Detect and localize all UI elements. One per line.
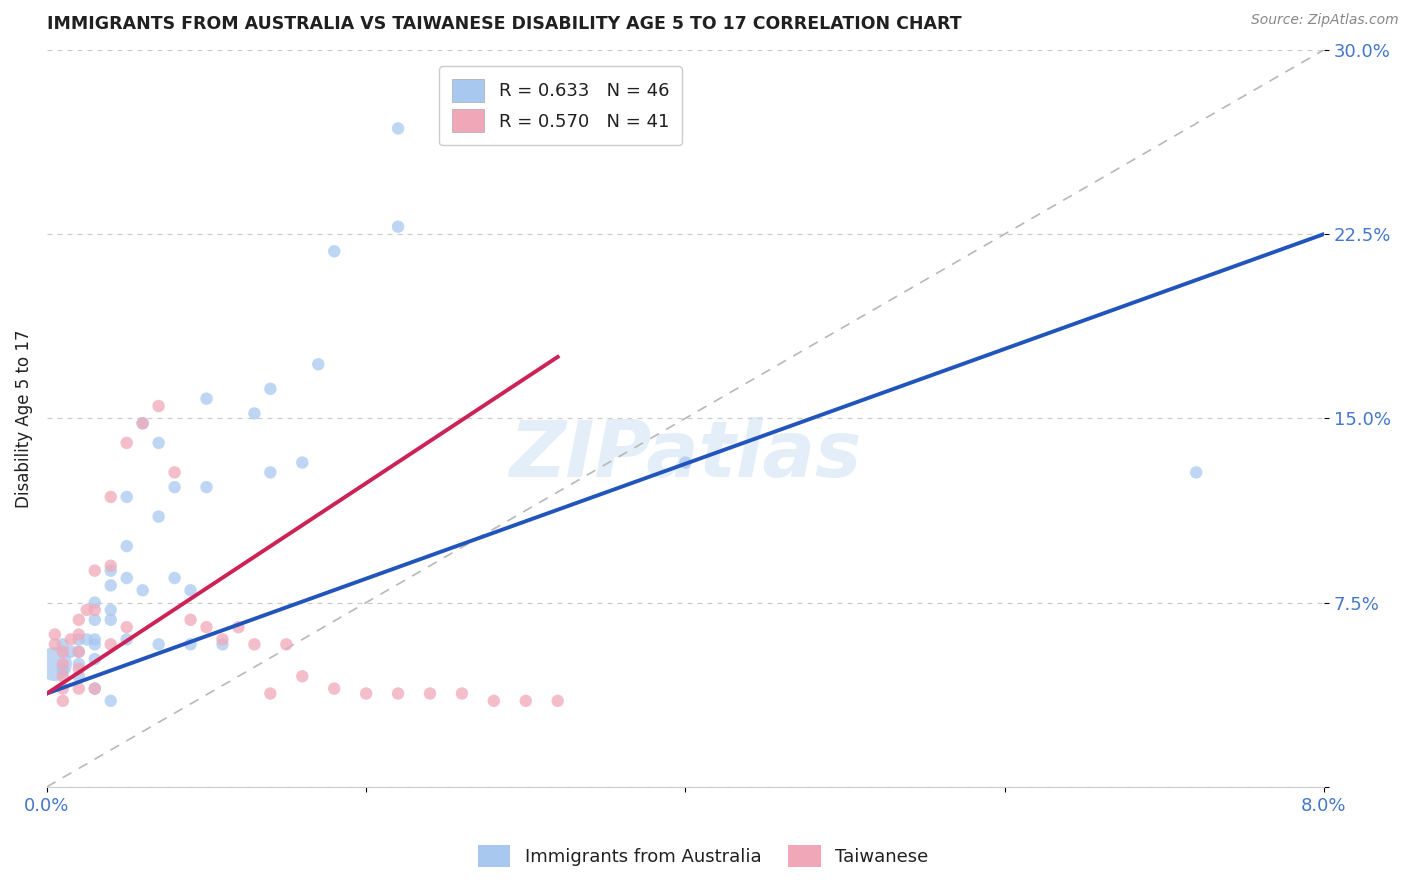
Point xyxy=(131,416,153,430)
Point xyxy=(67,613,90,627)
Point xyxy=(100,694,122,708)
Point xyxy=(67,669,90,683)
Point xyxy=(163,466,186,480)
Point xyxy=(83,652,105,666)
Point xyxy=(163,480,186,494)
Point xyxy=(67,681,90,696)
Point xyxy=(52,662,75,676)
Point xyxy=(67,645,90,659)
Point xyxy=(323,681,346,696)
Point xyxy=(163,571,186,585)
Point xyxy=(195,480,218,494)
Point xyxy=(44,657,66,671)
Point xyxy=(180,637,202,651)
Point xyxy=(115,620,138,634)
Point xyxy=(547,694,569,708)
Point xyxy=(291,669,314,683)
Point xyxy=(148,436,170,450)
Point xyxy=(67,632,90,647)
Point xyxy=(228,620,250,634)
Y-axis label: Disability Age 5 to 17: Disability Age 5 to 17 xyxy=(15,329,32,508)
Point xyxy=(83,564,105,578)
Point xyxy=(83,596,105,610)
Point xyxy=(148,399,170,413)
Point xyxy=(323,244,346,259)
Point xyxy=(259,686,281,700)
Point xyxy=(180,583,202,598)
Point xyxy=(115,490,138,504)
Point xyxy=(115,539,138,553)
Point xyxy=(419,686,441,700)
Point xyxy=(76,632,98,647)
Point xyxy=(131,416,153,430)
Point xyxy=(44,627,66,641)
Point xyxy=(100,603,122,617)
Point xyxy=(1185,466,1208,480)
Point xyxy=(59,632,82,647)
Point xyxy=(52,645,75,659)
Point xyxy=(387,121,409,136)
Point xyxy=(354,686,377,700)
Point xyxy=(100,578,122,592)
Point xyxy=(67,627,90,641)
Point xyxy=(100,564,122,578)
Point xyxy=(67,657,90,671)
Point xyxy=(115,571,138,585)
Point xyxy=(515,694,537,708)
Point xyxy=(83,613,105,627)
Point xyxy=(83,632,105,647)
Point xyxy=(100,637,122,651)
Point xyxy=(276,637,298,651)
Point xyxy=(59,645,82,659)
Point xyxy=(673,456,696,470)
Point xyxy=(52,637,75,651)
Point xyxy=(52,681,75,696)
Point xyxy=(83,603,105,617)
Point xyxy=(243,406,266,420)
Point xyxy=(76,603,98,617)
Point xyxy=(148,637,170,651)
Point xyxy=(387,219,409,234)
Point xyxy=(180,613,202,627)
Point xyxy=(259,382,281,396)
Legend: R = 0.633   N = 46, R = 0.570   N = 41: R = 0.633 N = 46, R = 0.570 N = 41 xyxy=(439,66,682,145)
Point xyxy=(387,686,409,700)
Text: IMMIGRANTS FROM AUSTRALIA VS TAIWANESE DISABILITY AGE 5 TO 17 CORRELATION CHART: IMMIGRANTS FROM AUSTRALIA VS TAIWANESE D… xyxy=(46,15,962,33)
Point xyxy=(148,509,170,524)
Point xyxy=(83,681,105,696)
Point xyxy=(52,657,75,671)
Point xyxy=(100,613,122,627)
Text: Source: ZipAtlas.com: Source: ZipAtlas.com xyxy=(1251,13,1399,28)
Point xyxy=(195,392,218,406)
Point xyxy=(482,694,505,708)
Point xyxy=(307,357,329,371)
Text: ZIPatlas: ZIPatlas xyxy=(509,417,862,493)
Point xyxy=(291,456,314,470)
Point xyxy=(100,558,122,573)
Point xyxy=(67,662,90,676)
Point xyxy=(83,681,105,696)
Point xyxy=(52,694,75,708)
Point xyxy=(67,645,90,659)
Point xyxy=(52,669,75,683)
Legend: Immigrants from Australia, Taiwanese: Immigrants from Australia, Taiwanese xyxy=(471,838,935,874)
Point xyxy=(83,637,105,651)
Point xyxy=(44,637,66,651)
Point xyxy=(100,490,122,504)
Point xyxy=(115,436,138,450)
Point xyxy=(451,686,474,700)
Point xyxy=(211,632,233,647)
Point xyxy=(243,637,266,651)
Point xyxy=(131,583,153,598)
Point xyxy=(259,466,281,480)
Point xyxy=(195,620,218,634)
Point xyxy=(115,632,138,647)
Point xyxy=(211,637,233,651)
